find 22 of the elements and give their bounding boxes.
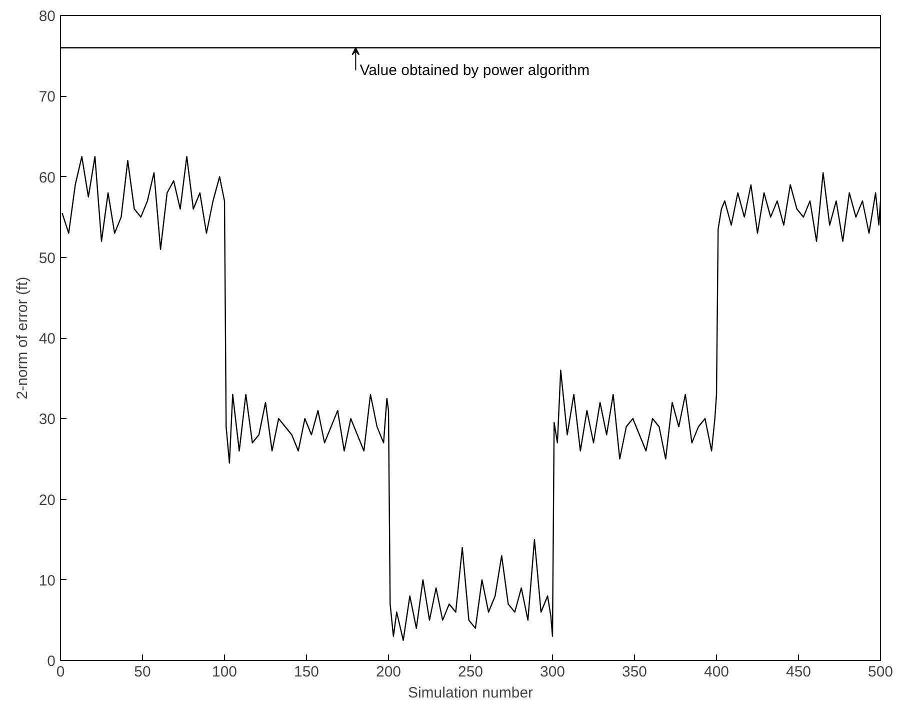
y-tick-label: 40 (38, 330, 56, 348)
y-tick-label: 60 (38, 169, 56, 186)
annotation: Value obtained by power algorithm (360, 62, 590, 79)
x-tick-label: 400 (704, 664, 730, 680)
x-tick-label: 450 (786, 664, 812, 680)
x-tick-label: 200 (376, 664, 402, 680)
y-tick-label: 10 (38, 572, 56, 590)
x-tick-label: 50 (134, 664, 151, 680)
y-tick-label: 70 (38, 88, 56, 106)
y-axis-title: 2-norm of error (ft) (14, 276, 31, 400)
y-tick-label: 80 (38, 8, 56, 25)
x-tick-label: 350 (622, 664, 648, 680)
x-tick-label: 300 (540, 664, 566, 680)
y-tick-label: 30 (38, 411, 56, 428)
x-tick-label: 150 (294, 664, 320, 680)
x-axis-title: Simulation number (408, 684, 534, 702)
x-tick-label: 500 (868, 664, 894, 680)
x-tick-label: 250 (458, 664, 484, 680)
x-tick-label: 100 (212, 664, 238, 680)
y-tick-label: 50 (38, 250, 56, 267)
y-tick-label: 0 (47, 653, 56, 670)
y-tick-label: 20 (38, 492, 56, 509)
